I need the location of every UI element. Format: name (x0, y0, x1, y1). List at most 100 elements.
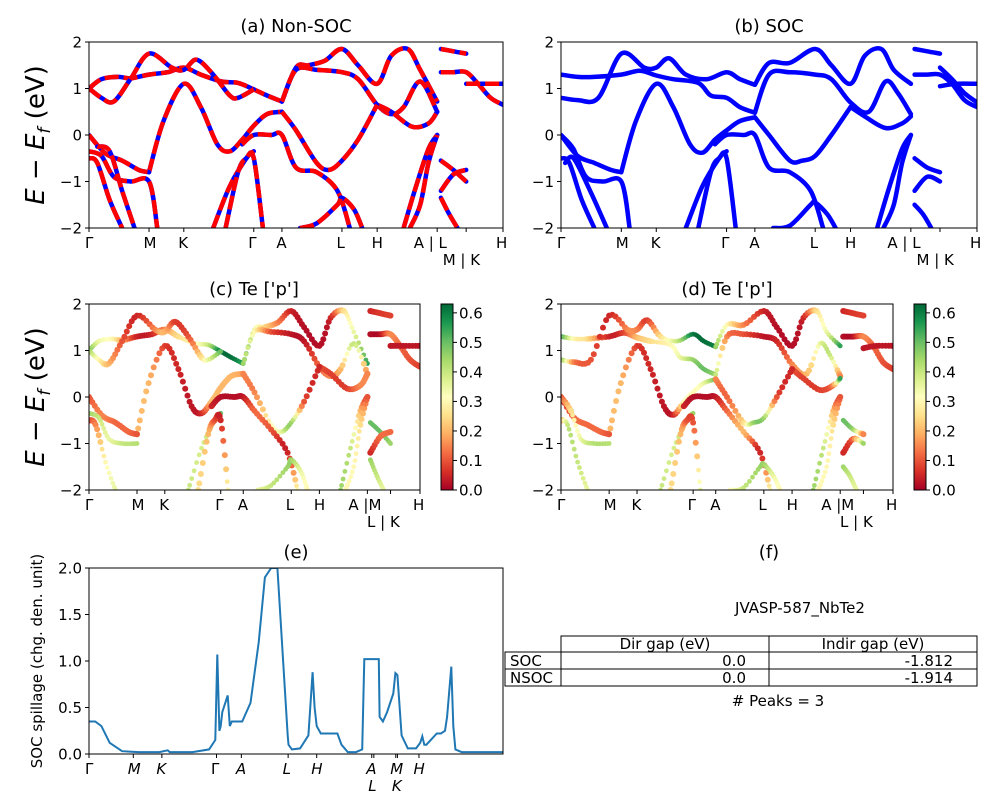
band-line-dashed-band15 (299, 195, 365, 228)
colorbar-d (913, 303, 927, 491)
x-tick-label: M | K (917, 251, 956, 269)
x-tick-label: Γ (248, 234, 257, 252)
colorbar-tick-label: 0.2 (459, 422, 483, 440)
table-cell-nsoc-dir: 0.0 (722, 669, 746, 687)
band-point-band4 (346, 346, 352, 351)
band-point-band8 (295, 487, 300, 490)
band-point-band13 (205, 431, 212, 438)
x-tick-label: K (392, 777, 403, 795)
band-point-band1 (654, 339, 660, 345)
band-point-band7 (254, 394, 260, 401)
band-point-band4 (808, 362, 815, 369)
band-point-band13 (698, 487, 703, 490)
band-point-band14 (743, 482, 749, 488)
band-point-band6 (138, 407, 145, 414)
x-tick-label: Γ (85, 234, 94, 252)
band-line-band15 (297, 195, 365, 228)
band-point-band3 (720, 329, 725, 334)
band-point-band15 (339, 483, 344, 488)
band-point-band15 (340, 476, 346, 482)
band-point-band13 (217, 417, 224, 424)
x-tick-label: A (276, 234, 287, 252)
y-tick-label: −1 (532, 173, 554, 191)
band-point-band9 (134, 431, 140, 438)
band-point-band3 (347, 320, 353, 326)
y-tick-label: 0 (544, 127, 554, 145)
panel-a-data (89, 46, 503, 228)
band-point-band10 (573, 423, 579, 428)
band-point-band16 (360, 410, 366, 417)
colorbar-tick-label: 0.4 (459, 363, 483, 381)
band-point-band6 (175, 366, 182, 373)
band-point-band11 (113, 487, 118, 490)
band-point-band16 (826, 451, 832, 457)
band-point-band4 (311, 355, 318, 362)
panel-a: 210−1−2Γ M K Γ A L H A | LM | KH (60, 34, 507, 270)
band-point-band13 (668, 480, 675, 487)
band-point-band16 (361, 405, 368, 412)
x-tick-label: A (710, 496, 721, 514)
band-point-band13 (677, 431, 684, 438)
band-line-dashed-band2 (89, 51, 255, 105)
band-point-band10 (606, 441, 612, 446)
x-tick-label: H (413, 496, 424, 514)
x-tick-label: H (372, 234, 383, 252)
band-point-band8 (294, 483, 299, 489)
colorbar-tick-label: 0.0 (932, 482, 956, 500)
band-point-band4 (717, 353, 723, 359)
band-line-band10 (561, 132, 632, 228)
x-tick-label: L (283, 760, 291, 778)
band-point-band8 (754, 445, 761, 452)
band-point-band15 (349, 439, 355, 444)
band-point-band16 (345, 482, 351, 488)
band-point-band16 (354, 443, 360, 449)
band-point-band4 (339, 362, 346, 369)
band-point-band16 (828, 436, 834, 441)
material-label: JVASP-587_NbTe2 (734, 599, 865, 618)
band-point-band14 (271, 480, 277, 486)
band-point-band4 (713, 372, 719, 378)
band-point-band6 (171, 355, 177, 362)
band-line-dashed-band19 (440, 69, 503, 107)
panel-a-title: (a) Non-SOC (240, 16, 351, 37)
band-point-band4 (721, 338, 728, 345)
table-cell-soc-indir: -1.812 (905, 652, 953, 670)
band-point-band3 (819, 317, 824, 323)
panel-b-data (561, 46, 977, 228)
band-point-band16 (825, 458, 831, 464)
band-point-band8 (282, 445, 289, 452)
band-point-band2 (123, 328, 130, 335)
band-point-band9 (606, 431, 613, 438)
band-point-band7 (309, 379, 316, 386)
x-tick-label: A (749, 234, 760, 252)
band-point-band13 (697, 479, 702, 485)
band-line-dashed-band11 (89, 155, 125, 228)
band-point-band11 (578, 470, 584, 476)
y-tick-label: −2 (60, 482, 82, 500)
band-line-band20 (937, 65, 977, 105)
band-point-band4 (781, 349, 788, 356)
band-point-band12 (199, 445, 204, 451)
band-point-band8 (766, 483, 772, 489)
band-point-band12 (669, 452, 674, 458)
band-point-band2 (596, 333, 603, 340)
band-point-band16 (356, 428, 362, 434)
band-point-band6 (140, 398, 147, 404)
x-tick-label: M | K (443, 251, 482, 269)
band-point-band15 (820, 445, 826, 451)
band-line-band6 (146, 81, 285, 175)
band-point-band13 (201, 448, 208, 455)
band-point-band13 (690, 419, 697, 426)
colorbar-tick-label: 0.3 (459, 393, 483, 411)
band-point-band16 (818, 482, 823, 488)
band-point-band7 (773, 394, 780, 400)
band-point-band15 (353, 425, 358, 431)
band-point-band7 (779, 384, 786, 391)
band-point-band13 (203, 438, 210, 445)
band-point-band3 (837, 343, 843, 349)
band-point-band11 (566, 426, 572, 432)
band-point-band17 (860, 312, 867, 319)
band-point-band3 (820, 322, 826, 327)
